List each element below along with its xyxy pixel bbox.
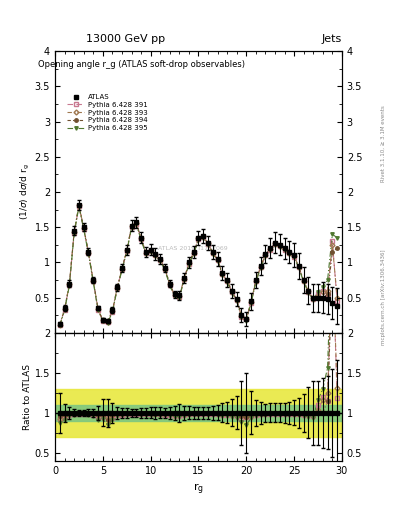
Text: ATLAS 2019_I1772069: ATLAS 2019_I1772069 bbox=[158, 245, 228, 251]
Text: Opening angle r_g (ATLAS soft-drop observables): Opening angle r_g (ATLAS soft-drop obser… bbox=[38, 60, 244, 69]
Text: 13000 GeV pp: 13000 GeV pp bbox=[86, 33, 165, 44]
Text: Jets: Jets bbox=[321, 33, 342, 44]
Y-axis label: $(1/\sigma)$ d$\sigma$/d r$_{\rm g}$: $(1/\sigma)$ d$\sigma$/d r$_{\rm g}$ bbox=[19, 164, 32, 220]
Text: mcplots.cern.ch [arXiv:1306.3436]: mcplots.cern.ch [arXiv:1306.3436] bbox=[381, 249, 386, 345]
X-axis label: r$_{\rm g}$: r$_{\rm g}$ bbox=[193, 481, 204, 497]
Legend: ATLAS, Pythia 6.428 391, Pythia 6.428 393, Pythia 6.428 394, Pythia 6.428 395: ATLAS, Pythia 6.428 391, Pythia 6.428 39… bbox=[64, 91, 151, 134]
Text: Rivet 3.1.10, ≥ 3.1M events: Rivet 3.1.10, ≥ 3.1M events bbox=[381, 105, 386, 182]
Y-axis label: Ratio to ATLAS: Ratio to ATLAS bbox=[23, 364, 32, 430]
